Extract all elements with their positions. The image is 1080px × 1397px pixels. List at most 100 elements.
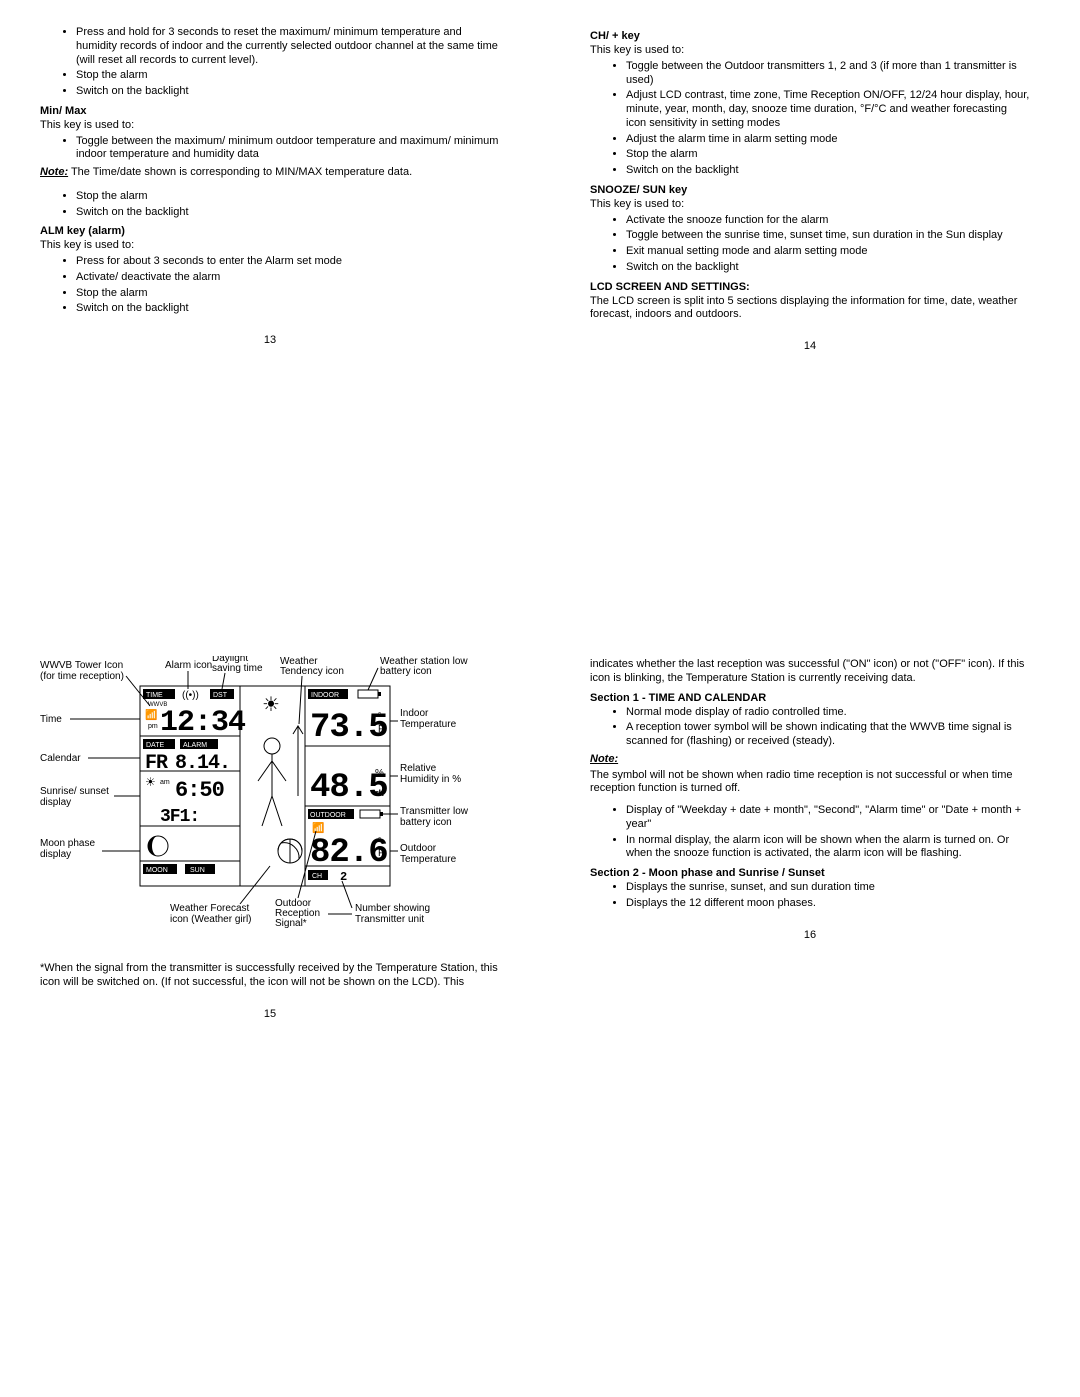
list-item: Stop the alarm [76, 69, 500, 83]
page-number: 16 [590, 929, 1030, 941]
lcd-date-d: 8.14. [175, 752, 230, 775]
p16-after-note-list: Display of "Weekday + date + month", "Se… [590, 804, 1030, 861]
list-item: Toggle between the sunrise time, sunset … [626, 229, 1030, 243]
page-13: Press and hold for 3 seconds to reset th… [0, 0, 550, 372]
label-tendency: Weather Tendency icon [280, 656, 344, 677]
list-item: In normal display, the alarm icon will b… [626, 834, 1030, 862]
lcd-indoor-temp: 73.5 [310, 709, 388, 747]
svg-text:ALARM: ALARM [183, 742, 207, 749]
svg-text:TIME: TIME [146, 692, 163, 699]
lcd-sun-dur: 3F1: [160, 807, 199, 827]
list-item: A reception tower symbol will be shown i… [626, 721, 1030, 749]
svg-text:☀︎: ☀︎ [145, 775, 156, 789]
label-humidity: Relative Humidity in % [400, 763, 461, 785]
list-item: Activate the snooze function for the ala… [626, 214, 1030, 228]
ch-intro: This key is used to: [590, 44, 1030, 58]
list-item: Normal mode display of radio controlled … [626, 706, 1030, 720]
svg-text:rh: rh [375, 788, 384, 798]
list-item: Displays the 12 different moon phases. [626, 897, 1030, 911]
label-tx-low: Transmitter low battery icon [400, 806, 471, 828]
snooze-intro: This key is used to: [590, 198, 1030, 212]
svg-text:DATE: DATE [146, 742, 164, 749]
label-time: Time [40, 714, 62, 725]
p16-note-label: Note: [590, 753, 1030, 767]
label-num-tx: Number showing Transmitter unit [355, 903, 433, 925]
label-sun: Sunrise/ sunset display [40, 786, 112, 808]
list-item: Display of "Weekday + date + month", "Se… [626, 804, 1030, 832]
list-item: Activate/ deactivate the alarm [76, 271, 500, 285]
lcd-text: The LCD screen is split into 5 sections … [590, 295, 1030, 323]
p16-note-text: The symbol will not be shown when radio … [590, 769, 1030, 797]
lcd-date-w: FR [145, 752, 168, 775]
svg-text:INDOOR: INDOOR [311, 692, 339, 699]
list-item: Switch on the backlight [76, 85, 500, 99]
lcd-svg: TIME ((•)) DST WWVB 📶 pm 12:34 DATE ALAR… [40, 656, 500, 956]
svg-text:°: ° [378, 836, 381, 845]
s2-list: Displays the sunrise, sunset, and sun du… [590, 881, 1030, 911]
page-number: 15 [40, 1008, 500, 1020]
p15-footnote: *When the signal from the transmitter is… [40, 962, 500, 990]
list-item: Exit manual setting mode and alarm setti… [626, 245, 1030, 259]
svg-text:OUTDOOR: OUTDOOR [310, 812, 346, 819]
label-weather-girl: Weather Forecast icon (Weather girl) [170, 903, 252, 925]
lcd-sun-time: 6:50 [175, 778, 224, 803]
svg-text:F: F [378, 848, 384, 859]
minmax-title: Min/ Max [40, 105, 500, 117]
svg-text:☀: ☀ [262, 694, 280, 716]
list-item: Stop the alarm [76, 287, 500, 301]
list-item: Press for about 3 seconds to enter the A… [76, 255, 500, 269]
svg-text:pm: pm [148, 723, 158, 730]
svg-text:📶: 📶 [145, 708, 157, 721]
list-item: Press and hold for 3 seconds to reset th… [76, 26, 500, 67]
p13-note: Note: The Time/date shown is correspondi… [40, 166, 500, 180]
svg-text:°: ° [378, 711, 381, 720]
label-dst: Daylight saving time [212, 656, 263, 674]
lcd-ch: 2 [340, 870, 347, 884]
list-item: Adjust the alarm time in alarm setting m… [626, 133, 1030, 147]
page-number: 13 [40, 334, 500, 346]
svg-text:DST: DST [213, 692, 228, 699]
page-16: indicates whether the last reception was… [550, 372, 1080, 1040]
list-item: Stop the alarm [626, 148, 1030, 162]
svg-text:MOON: MOON [146, 867, 168, 874]
label-wwvb: WWVB Tower Icon (for time reception) [40, 660, 126, 682]
svg-text:📶: 📶 [312, 821, 324, 834]
list-item: Displays the sunrise, sunset, and sun du… [626, 881, 1030, 895]
list-item: Switch on the backlight [76, 206, 500, 220]
alm-title: ALM key (alarm) [40, 225, 500, 237]
p13-top-list: Press and hold for 3 seconds to reset th… [40, 26, 500, 99]
label-out-recep: Outdoor Reception Signal* [275, 898, 323, 929]
svg-text:CH: CH [312, 873, 322, 880]
note-label: Note: [40, 166, 68, 178]
list-item: Toggle between the Outdoor transmitters … [626, 60, 1030, 88]
lcd-title: LCD SCREEN AND SETTINGS: [590, 281, 1030, 293]
list-item: Stop the alarm [76, 190, 500, 204]
svg-text:((•)): ((•)) [182, 690, 199, 701]
svg-text:SUN: SUN [190, 867, 205, 874]
p13-after-note-list: Stop the alarm Switch on the backlight [40, 190, 500, 220]
alm-list: Press for about 3 seconds to enter the A… [40, 255, 500, 316]
svg-text:%: % [375, 768, 384, 779]
minmax-list: Toggle between the maximum/ minimum outd… [40, 135, 500, 163]
s1-title: Section 1 - TIME AND CALENDAR [590, 692, 1030, 704]
label-indoor-temp: Indoor Temperature [400, 708, 457, 730]
ch-title: CH/ + key [590, 30, 1030, 42]
svg-text:am: am [160, 779, 170, 786]
label-calendar: Calendar [40, 753, 81, 764]
s2-title: Section 2 - Moon phase and Sunrise / Sun… [590, 867, 1030, 879]
lcd-outdoor-temp: 82.6 [310, 834, 388, 872]
page-15: TIME ((•)) DST WWVB 📶 pm 12:34 DATE ALAR… [0, 372, 550, 1040]
list-item: Adjust LCD contrast, time zone, Time Rec… [626, 89, 1030, 130]
ch-list: Toggle between the Outdoor transmitters … [590, 60, 1030, 178]
list-item: Switch on the backlight [626, 164, 1030, 178]
label-alarm-icon: Alarm icon [165, 660, 212, 671]
list-item: Toggle between the maximum/ minimum outd… [76, 135, 500, 163]
note-text: The Time/date shown is corresponding to … [68, 166, 412, 178]
p16-cont: indicates whether the last reception was… [590, 658, 1030, 686]
alm-intro: This key is used to: [40, 239, 500, 253]
label-moon: Moon phase display [40, 838, 98, 860]
s1-list: Normal mode display of radio controlled … [590, 706, 1030, 749]
page-14: CH/ + key This key is used to: Toggle be… [550, 0, 1080, 372]
list-item: Switch on the backlight [76, 302, 500, 316]
minmax-intro: This key is used to: [40, 119, 500, 133]
